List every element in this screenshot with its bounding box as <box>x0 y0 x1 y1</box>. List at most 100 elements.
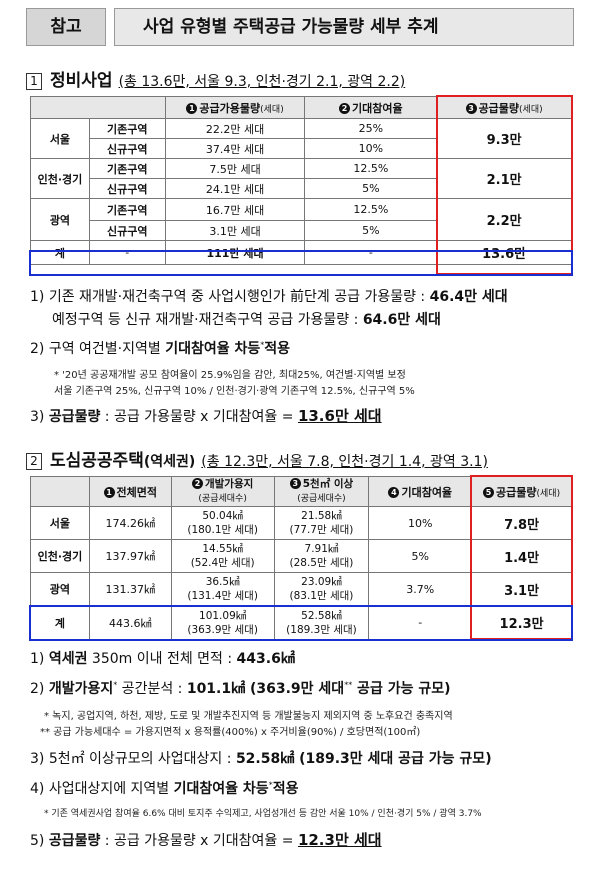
section2-summary: (총 12.3만, 서울 7.8, 인천·경기 1.4, 광역 3.1) <box>201 454 488 470</box>
dev-cell: 50.04㎢ (180.1만 세대) <box>170 506 275 540</box>
s2-note-3: * 기존 역세권사업 참여율 6.6% 대비 토지주 수익제고, 사업성개선 등… <box>44 809 482 819</box>
table-sum-row: 계 - 111만 세대 - 13.6만 <box>30 240 572 265</box>
supply-cell: 16.7만 세대 <box>164 198 306 221</box>
s1-point-3: 3) 공급물량 : 공급 가용물량 x 기대참여율 = 13.6만 세대 <box>30 407 382 425</box>
sum-rate: - <box>368 605 473 640</box>
rate-cell: 5% <box>304 220 438 241</box>
type-cell: 기존구역 <box>88 198 166 221</box>
table-sum-row: 계 443.6㎢ 101.09㎢ (363.9만 세대) 52.58㎢ (189.3… <box>30 605 572 640</box>
s1-point-1b: 예정구역 등 신규 재개발·재건축구역 공급 가용물량 : 64.6만 세대 <box>52 312 441 328</box>
supply-cell: 24.1만 세대 <box>164 178 306 199</box>
section1-table: 1 공급가용물량(세대) 2 기대참여율 3 공급물량(세대) 서울 기존구역 22.… <box>30 96 572 265</box>
s2-note-2: ** 공급 가능세대수 = 가용지면적 x 용적률(400%) x 주거비율(9… <box>40 727 421 738</box>
s1-point-2: 2) 구역 여건별·지역별 기대참여율 차등*적용 <box>30 340 291 357</box>
rate-cell: 12.5% <box>304 158 438 179</box>
sum-total: 13.6만 <box>436 240 572 265</box>
section1-summary: (총 13.6만, 서울 9.3, 인천·경기 2.1, 광역 2.2) <box>118 74 406 90</box>
section1-number: 1 <box>26 73 42 90</box>
header-rate: 4 기대참여율 <box>368 476 473 507</box>
sum-total: 12.3만 <box>471 605 572 640</box>
circled-number-icon: 5 <box>483 486 495 498</box>
section2-name: 도심공공주택 <box>50 451 144 471</box>
total-cell: 9.3만 <box>436 118 572 159</box>
rate-cell: 5% <box>368 539 473 573</box>
s2-point-4: 4) 사업대상지에 지역별 기대참여율 차등*적용 <box>30 780 299 797</box>
header-dev: 2 개발가용지 (공급세대수) <box>170 476 275 507</box>
table-row: 광역 기존구역 16.7만 세대 12.5% 2.2만 <box>30 198 572 241</box>
header-rate: 2 기대참여율 <box>304 96 438 119</box>
rate-cell: 10% <box>368 506 473 540</box>
s2-point-3: 3) 5천㎡ 이상규모의 사업대상지 : 52.58㎢ (189.3만 세대 공… <box>30 751 492 767</box>
header-blank <box>30 96 166 119</box>
section2-title: 2 도심공공주택(역세권) (총 12.3만, 서울 7.8, 인천·경기 1.4,… <box>26 446 488 471</box>
sum-supply: 111만 세대 <box>164 240 306 265</box>
supply-cell: 3.1만 세대 <box>164 220 306 241</box>
type-cell: 신규구역 <box>88 178 166 199</box>
supply-cell: 22.2만 세대 <box>164 118 306 139</box>
header-large: 3 5천㎡ 이상 (공급세대수) <box>273 476 370 507</box>
table-row: 서울 기존구역 22.2만 세대 25% 9.3만 <box>30 118 572 159</box>
area-cell: 174.26㎢ <box>88 506 172 540</box>
total-cell: 2.2만 <box>436 198 572 241</box>
section2-number: 2 <box>26 453 42 470</box>
header-total: 5 공급물량(세대) <box>471 476 572 507</box>
sum-label: 계 <box>30 240 90 265</box>
dev-cell: 14.55㎢ (52.4만 세대) <box>170 539 275 573</box>
header-title: 사업 유형별 주택공급 가능물량 세부 추계 <box>114 8 574 46</box>
type-cell: 기존구역 <box>88 118 166 139</box>
s2-point-2: 2) 개발가용지* 공간분석 : 101.1㎢ (363.9만 세대** 공급 … <box>30 680 451 697</box>
large-cell: 21.58㎢ (77.7만 세대) <box>273 506 370 540</box>
area-cell: 137.97㎢ <box>88 539 172 573</box>
s1-point-1a: 1) 기존 재개발·재건축구역 중 사업시행인가 前단계 공급 가용물량 : 4… <box>30 289 508 305</box>
header-blank <box>30 476 90 507</box>
sum-dev: 101.09㎢ (363.9만 세대) <box>170 605 275 640</box>
header-total: 3 공급물량(세대) <box>436 96 572 119</box>
rate-cell: 10% <box>304 138 438 159</box>
type-cell: 신규구역 <box>88 220 166 241</box>
header-tag: 참고 <box>26 8 106 46</box>
sum-rate: - <box>304 240 438 265</box>
s2-note-1: * 녹지, 공업지역, 하천, 제방, 도로 및 개발추진지역 등 개발불능지 … <box>44 711 453 722</box>
dev-cell: 36.5㎢ (131.4만 세대) <box>170 572 275 606</box>
supply-cell: 37.4만 세대 <box>164 138 306 159</box>
supply-cell: 7.5만 세대 <box>164 158 306 179</box>
table-row: 인천·경기 기존구역 7.5만 세대 12.5% 2.1만 <box>30 158 572 199</box>
s2-point-1: 1) 역세권 350m 이내 전체 면적 : 443.6㎢ <box>30 651 295 667</box>
circled-number-icon: 1 <box>186 102 198 114</box>
region-cell: 광역 <box>30 198 90 241</box>
rate-cell: 25% <box>304 118 438 139</box>
table-row: 광역 131.37㎢ 36.5㎢ (131.4만 세대) 23.09㎢ (83.1만… <box>30 572 572 606</box>
sum-label: 계 <box>30 605 90 640</box>
area-cell: 131.37㎢ <box>88 572 172 606</box>
rate-cell: 5% <box>304 178 438 199</box>
total-cell: 7.8만 <box>471 506 572 540</box>
sum-large: 52.58㎢ (189.3만 세대) <box>273 605 370 640</box>
large-cell: 23.09㎢ (83.1만 세대) <box>273 572 370 606</box>
header: 참고 사업 유형별 주택공급 가능물량 세부 추계 <box>26 8 574 46</box>
type-cell: 신규구역 <box>88 138 166 159</box>
s1-note-2: 서울 기존구역 25%, 신규구역 10% / 인천·경기·광역 기존구역 12… <box>54 386 415 397</box>
total-cell: 1.4만 <box>471 539 572 573</box>
region-cell: 인천·경기 <box>30 539 90 573</box>
sum-area: 443.6㎢ <box>88 605 172 640</box>
header-supply: 1 공급가용물량(세대) <box>164 96 306 119</box>
circled-number-icon: 2 <box>191 478 203 489</box>
total-cell: 3.1만 <box>471 572 572 606</box>
region-cell: 서울 <box>30 506 90 540</box>
section1-name: 정비사업 <box>50 71 113 91</box>
table-row: 신규구역 24.1만 세대 5% <box>31 178 572 199</box>
table-row: 인천·경기 137.97㎢ 14.55㎢ (52.4만 세대) 7.91㎢ (28.… <box>30 539 572 573</box>
section2-table: 1 전체면적 2 개발가용지 (공급세대수) 3 5천㎡ 이상 (공급세대수) 4 기대참여… <box>30 476 572 640</box>
circled-number-icon: 1 <box>103 486 115 498</box>
large-cell: 7.91㎢ (28.5만 세대) <box>273 539 370 573</box>
type-cell: 기존구역 <box>88 158 166 179</box>
rate-cell: 3.7% <box>368 572 473 606</box>
section1-title: 1 정비사업 (총 13.6만, 서울 9.3, 인천·경기 2.1, 광역 2.2… <box>26 66 405 91</box>
region-cell: 인천·경기 <box>30 158 90 199</box>
rate-cell: 12.5% <box>304 198 438 221</box>
sum-type: - <box>88 240 166 265</box>
total-cell: 2.1만 <box>436 158 572 199</box>
region-cell: 광역 <box>30 572 90 606</box>
table-row: 서울 174.26㎢ 50.04㎢ (180.1만 세대) 21.58㎢ (77.7… <box>30 506 572 540</box>
table-header-row: 1 전체면적 2 개발가용지 (공급세대수) 3 5천㎡ 이상 (공급세대수) 4 기대참여… <box>30 476 572 507</box>
